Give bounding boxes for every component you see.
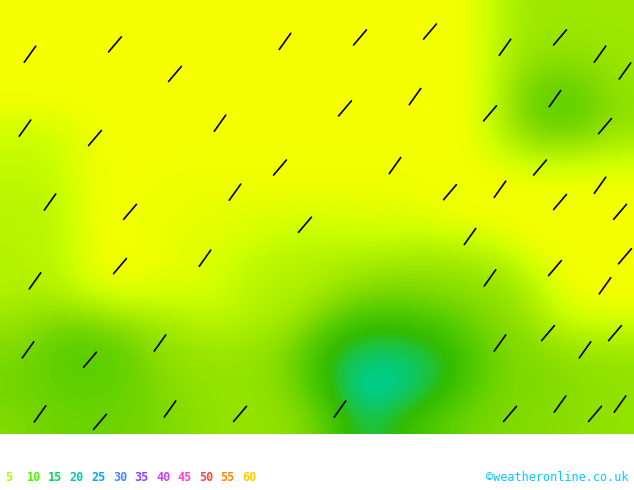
Text: 10: 10 xyxy=(27,471,41,484)
Text: 15: 15 xyxy=(48,471,62,484)
Text: 20: 20 xyxy=(70,471,84,484)
Text: We 29-05-2024 18:00 UTC (12+54): We 29-05-2024 18:00 UTC (12+54) xyxy=(408,443,629,456)
Text: 40: 40 xyxy=(156,471,170,484)
Text: 35: 35 xyxy=(134,471,148,484)
Text: 25: 25 xyxy=(91,471,105,484)
Text: 50: 50 xyxy=(199,471,213,484)
Text: 55: 55 xyxy=(221,471,235,484)
Text: ©weatheronline.co.uk: ©weatheronline.co.uk xyxy=(486,471,629,484)
Text: 45: 45 xyxy=(178,471,191,484)
Text: 60: 60 xyxy=(242,471,256,484)
Text: Surface wind [kts] ECMWF: Surface wind [kts] ECMWF xyxy=(5,443,176,456)
Text: 5: 5 xyxy=(5,471,12,484)
Text: 30: 30 xyxy=(113,471,127,484)
